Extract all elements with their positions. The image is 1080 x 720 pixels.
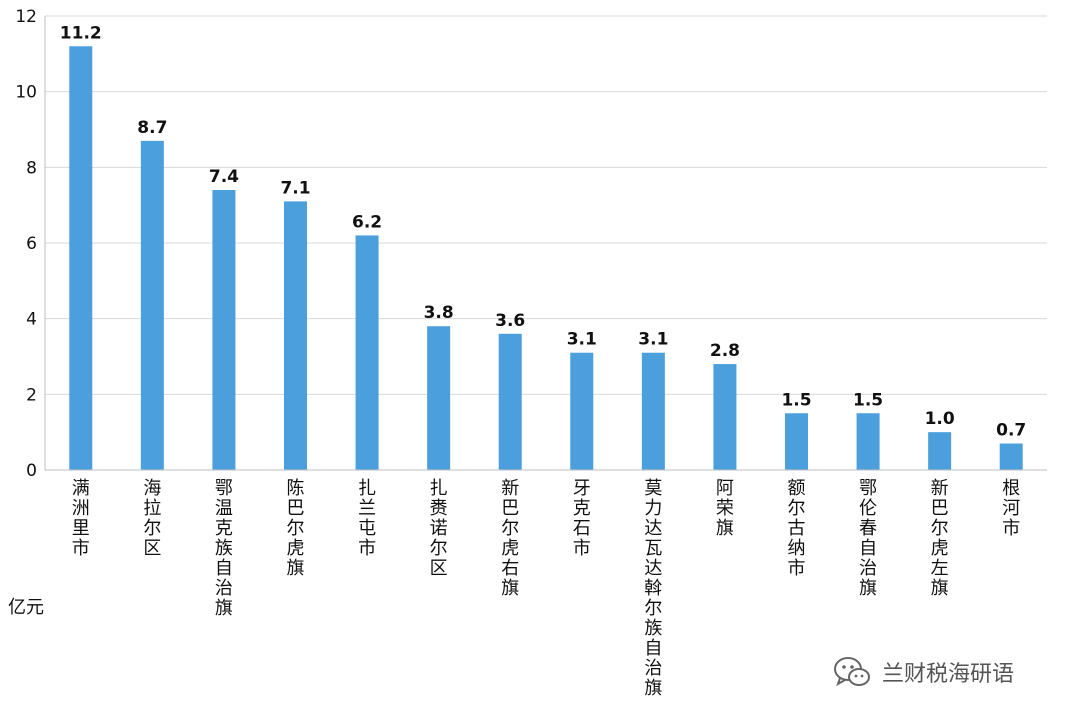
- bar: [69, 46, 93, 471]
- value-label: 7.1: [280, 178, 310, 198]
- x-tick-label: 扎赉诺尔区: [430, 478, 448, 579]
- x-tick-label: 阿荣旗: [716, 478, 734, 539]
- value-label: 2.8: [710, 341, 740, 361]
- gridlines: [45, 15, 1047, 395]
- bar: [785, 413, 808, 470]
- x-tick-label: 莫力达瓦达斡尔族自治旗: [644, 478, 662, 699]
- value-labels: 11.2 8.7 7.4 7.1 6.2 3.8 3.6 3.1 3.1 2.8 1.5 1.5 1.0…: [60, 23, 1026, 440]
- x-tick-label: 满洲里市: [72, 478, 90, 559]
- bar: [856, 413, 880, 470]
- x-tick-label: 额尔古纳市: [788, 478, 806, 579]
- wechat-icon: [834, 657, 870, 687]
- bar: [140, 140, 164, 470]
- bar: [713, 364, 737, 470]
- value-label: 3.6: [495, 311, 525, 331]
- watermark-text: 兰财税海研语: [882, 662, 1015, 687]
- x-tick-label: 根河市: [1002, 478, 1020, 539]
- y-tick-label: 12: [15, 7, 37, 27]
- value-label: 1.0: [925, 409, 955, 429]
- value-label: 1.5: [781, 390, 811, 410]
- x-tick-label: 扎兰屯市: [358, 478, 376, 559]
- value-label: 7.4: [209, 167, 239, 187]
- x-tick-label: 牙克石市: [573, 478, 591, 559]
- value-label: 6.2: [352, 212, 382, 232]
- y-tick-label: 8: [26, 158, 37, 178]
- x-tick-label: 新巴尔虎左旗: [931, 478, 949, 599]
- x-tick-label: 陈巴尔虎旗: [287, 478, 305, 579]
- watermark: 兰财税海研语: [832, 652, 1014, 692]
- x-tick-label: 鄂伦春自治旗: [859, 478, 877, 599]
- bar: [284, 201, 307, 470]
- y-tick-label: 10: [15, 83, 37, 103]
- bar: [212, 190, 236, 471]
- value-label: 0.7: [996, 421, 1026, 441]
- x-tick-label: 鄂温克族自治旗: [215, 478, 233, 619]
- x-tick-label: 新巴尔虎右旗: [501, 478, 519, 599]
- bar: [641, 352, 665, 470]
- y-tick-label: 2: [26, 385, 37, 405]
- y-axis-unit-label: 亿元: [8, 597, 44, 618]
- y-tick-label: 4: [26, 310, 37, 330]
- value-label: 11.2: [60, 23, 102, 43]
- bars: [69, 46, 1023, 471]
- bar: [498, 333, 522, 470]
- bar: [928, 432, 952, 470]
- bar: [999, 443, 1023, 470]
- value-label: 3.8: [424, 303, 454, 323]
- bar: [570, 352, 594, 470]
- y-tick-label: 0: [26, 461, 37, 481]
- value-label: 8.7: [137, 118, 167, 138]
- x-tick-label: 海拉尔区: [143, 478, 161, 559]
- x-axis-labels: 满洲里市 海拉尔区 鄂温克族自治旗 陈巴尔虎旗 扎兰屯市 扎赉诺尔区 新巴尔虎右旗 牙克石市 莫…: [72, 478, 1020, 699]
- y-axis-ticks: 0 2 4 6 8 10 12: [15, 7, 37, 481]
- value-label: 3.1: [638, 330, 668, 350]
- bar: [355, 235, 379, 470]
- value-label: 1.5: [853, 390, 883, 410]
- value-label: 3.1: [567, 330, 597, 350]
- y-tick-label: 6: [26, 234, 37, 254]
- bar: [427, 326, 451, 470]
